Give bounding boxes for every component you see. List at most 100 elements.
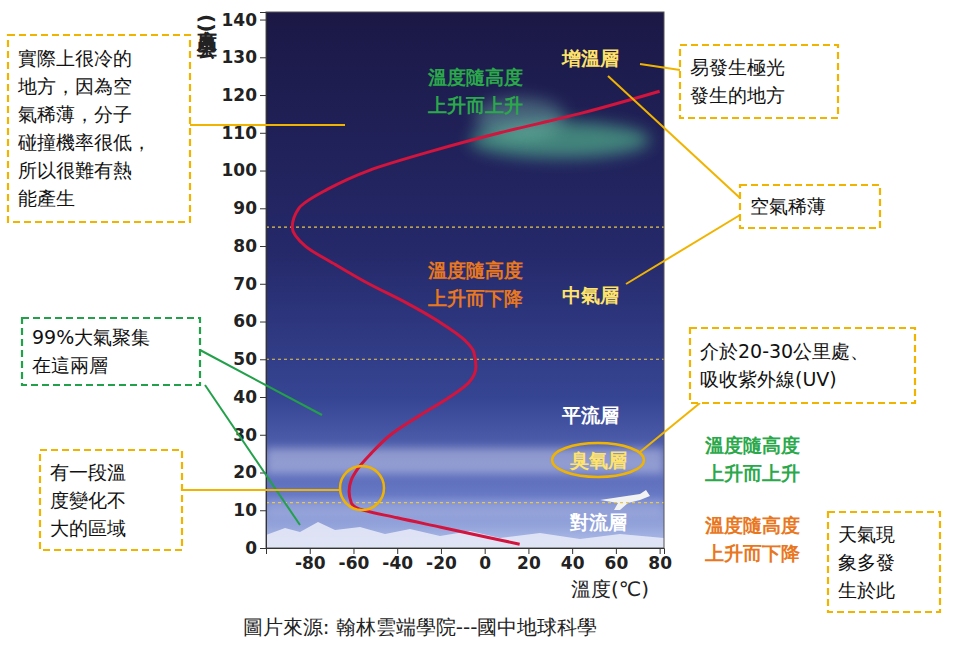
y-tick-mark: [260, 397, 266, 398]
y-tick-mark: [260, 548, 266, 549]
y-tick-mark: [260, 208, 266, 209]
y-tick-label: 30: [233, 425, 257, 445]
annotation-text: 吸收紫外線(UV): [700, 368, 837, 390]
annotation-text: 大的區域: [50, 517, 126, 539]
annotation-leader: [640, 403, 700, 452]
annotation-leader: [608, 76, 740, 198]
x-tick: -60: [339, 548, 370, 573]
layer-boundary: [266, 502, 664, 503]
plot-area: [266, 12, 664, 548]
y-tick-label: 40: [233, 387, 257, 407]
layer-label: 臭氧層: [569, 449, 627, 471]
y-tick-mark: [260, 510, 266, 511]
annotation-text: 空氣稀薄: [750, 195, 826, 217]
annotation-text: 有一段溫: [50, 461, 126, 483]
annotation-box: [828, 512, 940, 612]
annotation-text: 易發生極光: [690, 56, 785, 78]
layer-label: 增溫層: [561, 47, 619, 69]
x-tick: -80: [295, 548, 326, 573]
temperature-line: [292, 91, 659, 544]
y-tick-label: 100: [222, 160, 258, 180]
x-tick: 80: [648, 548, 672, 573]
y-tick-label: 80: [233, 236, 257, 256]
annotation-text: 碰撞機率很低，: [17, 131, 151, 153]
ozone-haze: [266, 448, 664, 474]
annotation-box: [8, 35, 190, 222]
tropopause-highlight: [340, 466, 384, 510]
trend-label: 上升而下降: [427, 287, 524, 309]
annotation-leader: [205, 385, 300, 525]
y-tick-mark: [260, 171, 266, 172]
x-tick: 40: [561, 548, 585, 573]
annotation-text: 象多發: [838, 551, 895, 573]
y-tick-label: 90: [233, 198, 257, 218]
y-tick: 130: [222, 47, 267, 67]
x-tick-label: -80: [295, 553, 326, 573]
annotation-leader: [190, 124, 345, 126]
y-tick-mark: [260, 284, 266, 285]
annotation-leader: [626, 215, 740, 284]
layer-boundary: [266, 359, 664, 360]
annotation-text: 99%大氣聚集: [32, 326, 150, 348]
plot-frame: [266, 12, 664, 548]
annotation-text: 生於此: [838, 579, 895, 601]
chart-root: 0102030405060708090100110120130140-80-60…: [0, 0, 956, 645]
x-axis-title: 溫度(℃): [571, 577, 649, 601]
annotation-text: 介於20-30公里處、: [700, 340, 869, 362]
annotation-leader: [640, 64, 680, 70]
y-tick-mark: [260, 246, 266, 247]
annotation-text: 所以很難有熱: [18, 159, 132, 181]
annotation-text: 發生的地方: [690, 84, 785, 106]
annotation-box: [740, 185, 880, 228]
x-tick-label: -60: [339, 553, 370, 573]
trend-label: 上升而下降: [704, 542, 801, 564]
x-tick-label: -40: [382, 553, 413, 573]
trend-label: 溫度隨高度: [704, 514, 800, 536]
x-tick: 20: [517, 548, 541, 573]
trend-label: 溫度隨高度: [427, 259, 523, 281]
x-tick-label: -20: [426, 553, 457, 573]
y-axis-title: 高度(公里): [195, 14, 219, 60]
x-tick: 60: [605, 548, 629, 573]
ozone-highlight: [552, 443, 644, 477]
y-tick-mark: [260, 435, 266, 436]
y-tick: 40: [233, 387, 266, 407]
y-tick: 60: [233, 311, 266, 331]
y-tick-mark: [260, 359, 266, 360]
trend-label: 上升而上升: [704, 462, 800, 484]
y-tick: 140: [222, 9, 267, 29]
y-tick: 50: [233, 349, 266, 369]
x-axis: -80 -60 -40 -20 0 20 40 60 80: [267, 548, 673, 573]
y-tick-label: 10: [233, 500, 257, 520]
y-tick-mark: [260, 95, 266, 96]
annotation-text: 能產生: [18, 187, 75, 209]
x-tick: -20: [426, 548, 457, 573]
annotation-box: [22, 318, 200, 385]
y-tick-mark: [260, 20, 266, 21]
annotation-text: 度變化不: [50, 489, 126, 511]
x-tick-label: 80: [648, 553, 672, 573]
layer-label: 平流層: [561, 404, 619, 426]
annotation-text: 地方，因為空: [17, 75, 132, 97]
y-tick-label: 20: [233, 462, 257, 482]
annotation-box: [680, 45, 838, 118]
source-note: 圖片來源: 翰林雲端學院---國中地球科學: [243, 615, 598, 639]
y-tick: 100: [222, 160, 267, 180]
y-tick-mark: [260, 322, 266, 323]
x-tick: 0: [479, 548, 491, 573]
y-tick: 20: [233, 462, 266, 482]
x-tick-label: 60: [605, 553, 629, 573]
x-tick-label: 20: [517, 553, 541, 573]
trend-label: 溫度隨高度: [704, 434, 800, 456]
layer-boundary: [266, 227, 664, 228]
y-tick: 90: [233, 198, 266, 218]
annotation-box: [40, 450, 182, 550]
y-tick-mark: [260, 57, 266, 58]
y-tick: 70: [233, 274, 266, 294]
chart-svg: 0102030405060708090100110120130140-80-60…: [0, 0, 956, 645]
layer-label: 對流層: [569, 511, 627, 533]
airplane: [600, 490, 650, 510]
annotation-text: 氣稀薄，分子: [18, 103, 132, 125]
y-tick: 80: [233, 236, 266, 256]
y-tick-label: 0: [245, 538, 257, 558]
